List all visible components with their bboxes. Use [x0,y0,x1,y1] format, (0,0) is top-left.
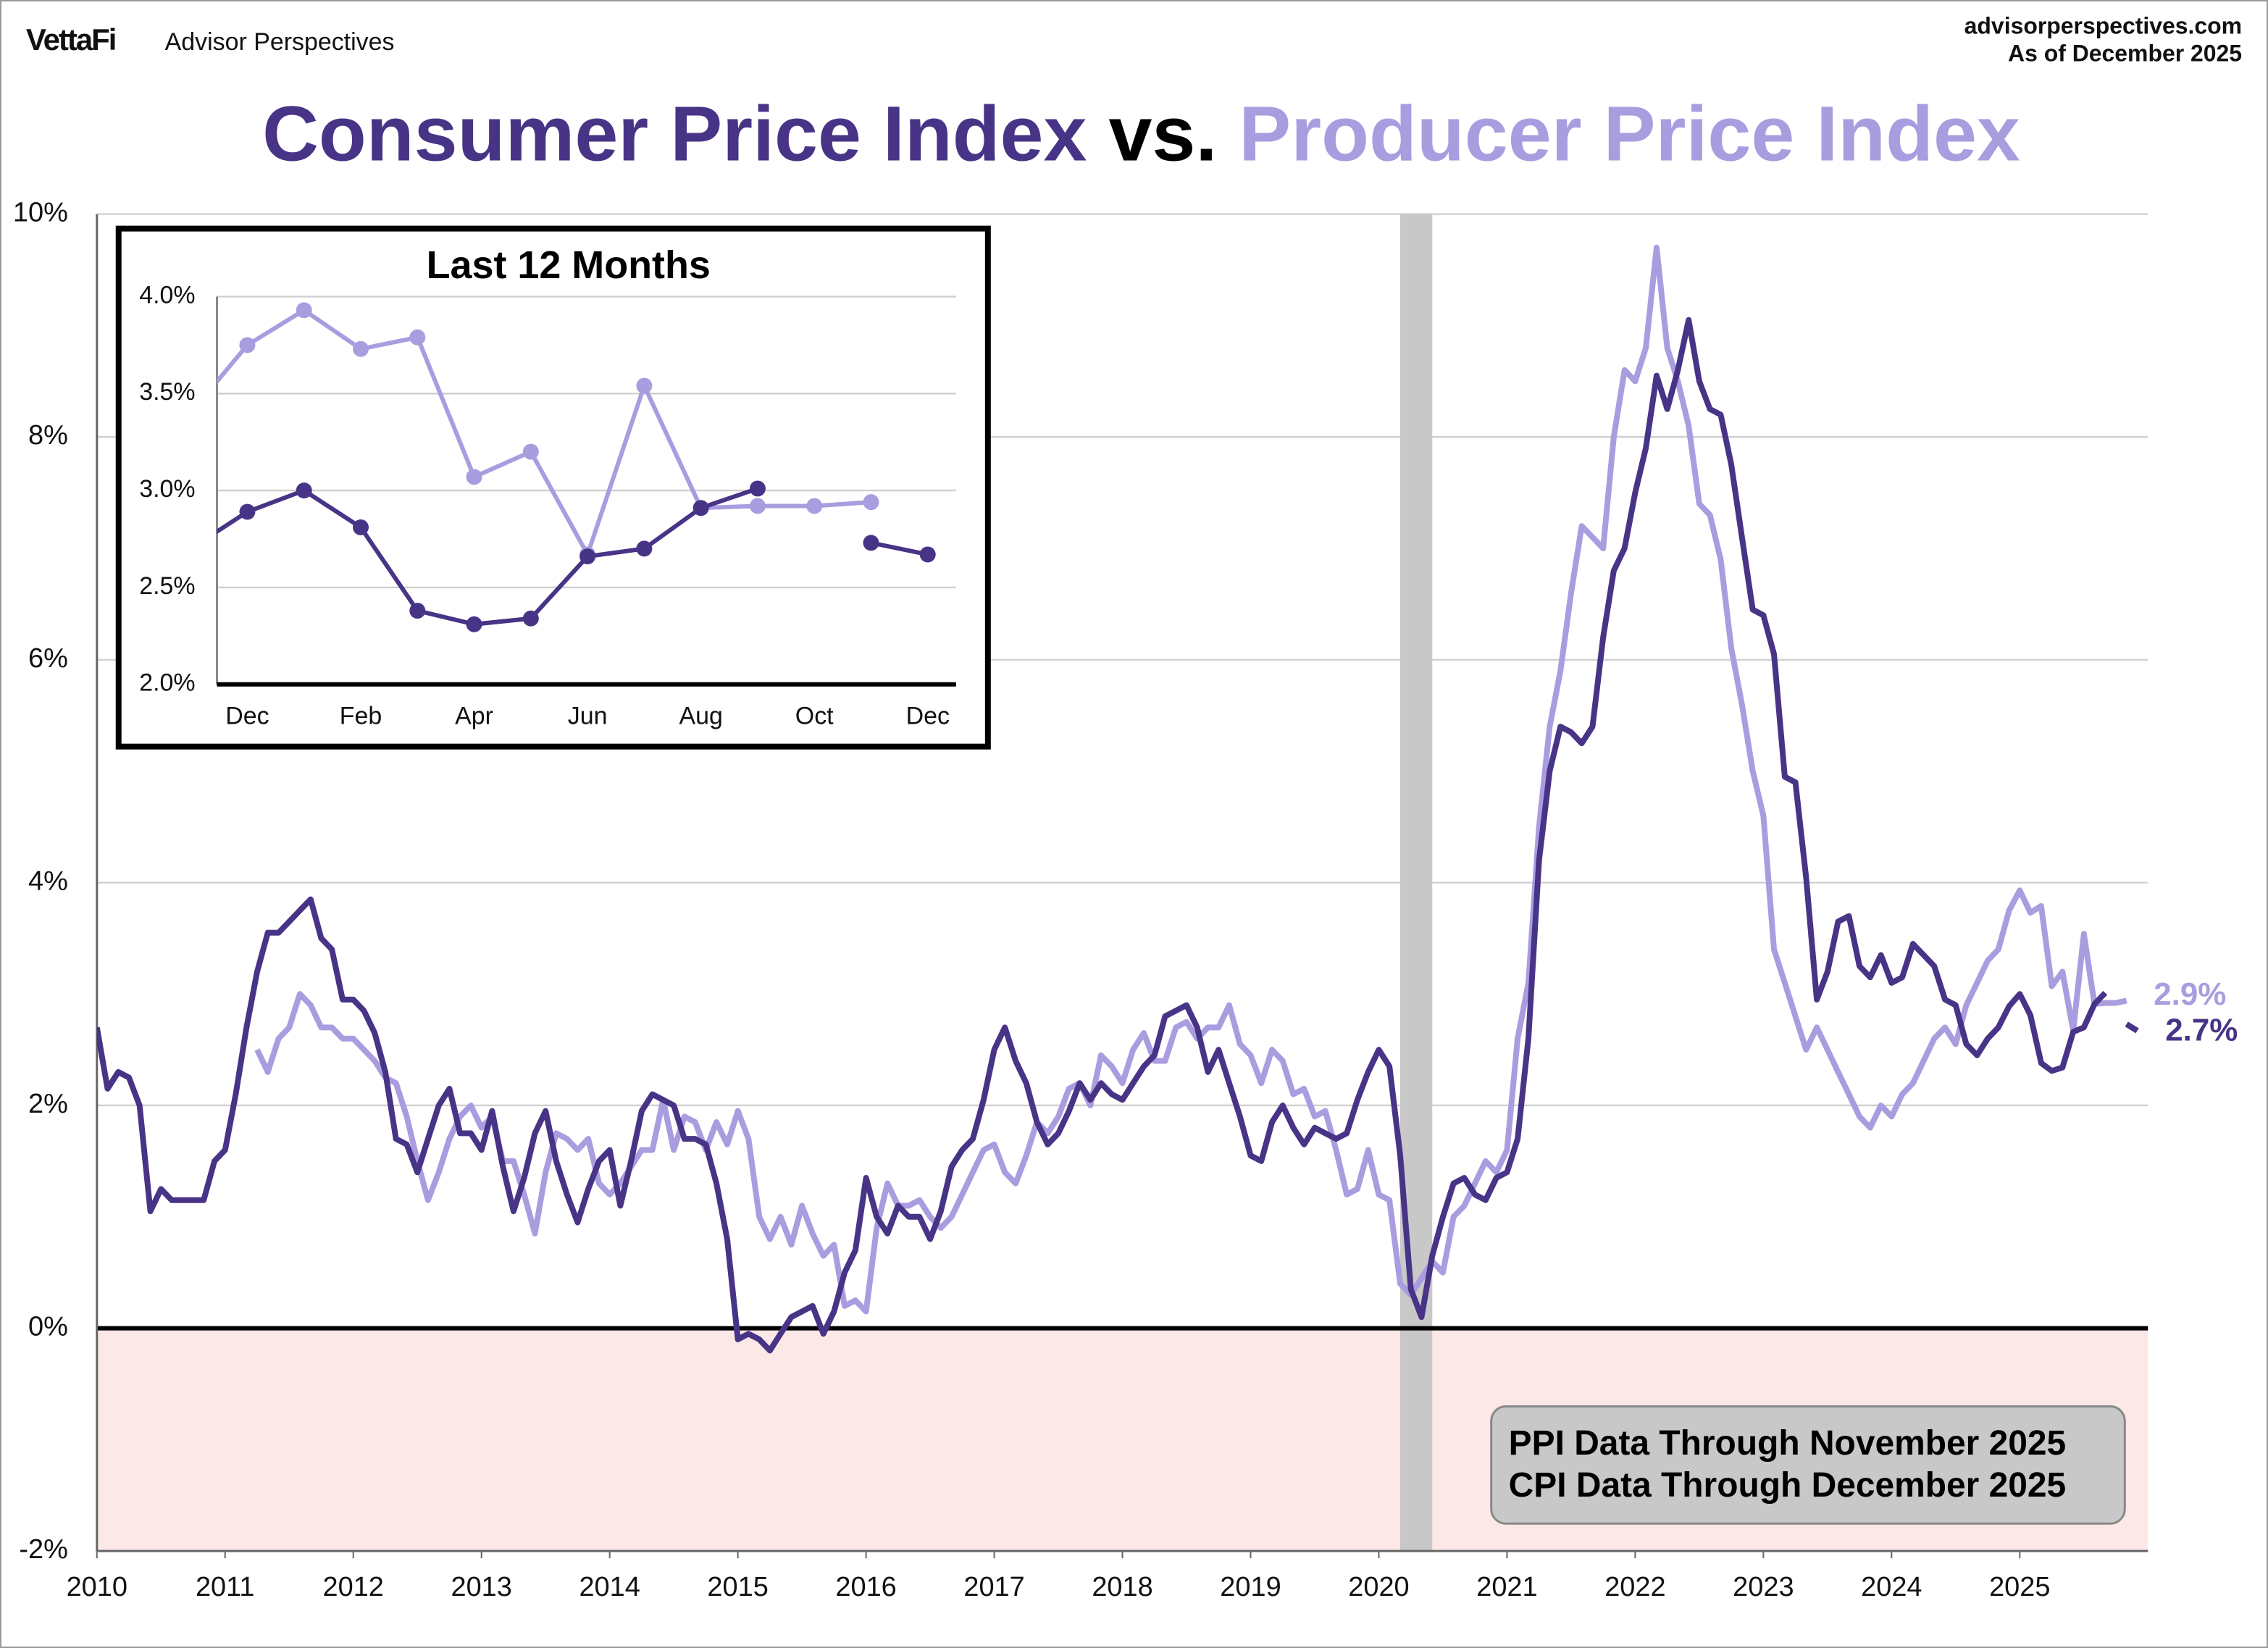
inset-y-tick-label: 2.0% [139,669,195,697]
x-tick-label: 2015 [707,1572,768,1602]
inset-point [409,603,426,619]
inset-point [579,548,596,565]
inset-point [806,498,823,514]
series-line [254,244,2127,1315]
title-cpi: Consumer Price Index [262,90,1087,177]
inset-point [863,494,879,511]
inset-x-tick-label: Dec [906,703,950,730]
as-of-date: As of December 2025 [2008,40,2242,66]
inset-x-tick-label: Jun [568,703,608,730]
inset-x-tick-label: Aug [679,703,722,730]
inset-point [466,469,482,485]
inset-point [749,480,766,497]
x-tick-label: 2025 [1989,1572,2050,1602]
inset-point [636,377,653,394]
title-ppi: Producer Price Index [1239,90,2020,177]
inset-point [636,540,653,557]
y-tick-label: 10% [13,198,68,228]
recession-band [1400,214,1433,1552]
inset-point [863,535,879,551]
series-line [96,317,2139,1354]
note-box: PPI Data Through November 2025 CPI Data … [1490,1405,2126,1525]
inset-point [239,503,256,520]
inset-x-tick-label: Oct [795,703,834,730]
x-tick-label: 2011 [196,1572,255,1602]
y-tick-label: 0% [28,1312,68,1342]
x-tick-label: 2013 [451,1572,511,1602]
brand: VettaFi [26,22,115,57]
chart-title: Consumer Price Index vs. Producer Price … [262,90,2020,177]
x-tick-label: 2022 [1604,1572,1665,1602]
x-tick-label: 2014 [579,1572,640,1602]
inset-point [409,329,426,346]
main-plot: -2% 0% 2% 4% 6% 8% 10% 2010 2011 2012 2013 2014 2015… [13,198,2238,1603]
inset-point [749,498,766,514]
title-vs: vs. [1108,90,1217,177]
inset-x-tick-label: Feb [340,703,382,730]
x-tick-label: 2021 [1476,1572,1537,1602]
x-tick-label: 2016 [835,1572,896,1602]
note-ppi: PPI Data Through November 2025 [1509,1424,2067,1463]
x-tick-label: 2012 [323,1572,384,1602]
x-tick-label: 2020 [1348,1572,1409,1602]
product: Advisor Perspectives [165,28,395,56]
y-tick-label: 2% [28,1089,68,1119]
inset-plot: Last 12 Months 2.0% 2.5% 3.0% 3.5% 4.0% Dec Fe… [115,225,991,750]
end-label: 2.9% [2154,976,2226,1012]
inset-point [522,610,539,627]
y-tick-label: -2% [19,1534,67,1565]
note-background [1490,1405,2126,1525]
inset-x-tick-label: Dec [225,703,269,730]
inset-point [466,616,482,632]
inset-point [353,519,369,535]
inset-point [296,482,312,499]
inset-point [296,302,312,319]
inset-point [353,340,369,357]
inset-y-tick-label: 4.0% [139,281,195,309]
inset-y-tick-label: 3.5% [139,378,195,406]
inset-point [239,337,256,354]
inset-y-tick-label: 2.5% [139,572,195,600]
inset-point [919,546,936,563]
inset-title: Last 12 Months [427,243,711,287]
inset-y-tick-label: 3.0% [139,475,195,503]
y-tick-label: 4% [28,866,68,896]
inset-point [522,443,539,460]
note-cpi: CPI Data Through December 2025 [1509,1466,2067,1505]
x-tick-label: 2017 [963,1572,1024,1602]
inset-frame [115,225,991,750]
end-label: 2.7% [2165,1013,2238,1048]
x-tick-label: 2023 [1733,1572,1794,1602]
x-tick-label: 2024 [1861,1572,1922,1602]
x-tick-label: 2019 [1220,1572,1281,1602]
inset-point [692,500,709,516]
site: advisorperspectives.com [1964,12,2242,38]
x-tick-label: 2018 [1092,1572,1152,1602]
inset-x-tick-label: Apr [455,703,493,730]
y-tick-label: 8% [28,420,68,451]
y-tick-label: 6% [28,643,68,674]
x-tick-label: 2010 [67,1572,127,1602]
